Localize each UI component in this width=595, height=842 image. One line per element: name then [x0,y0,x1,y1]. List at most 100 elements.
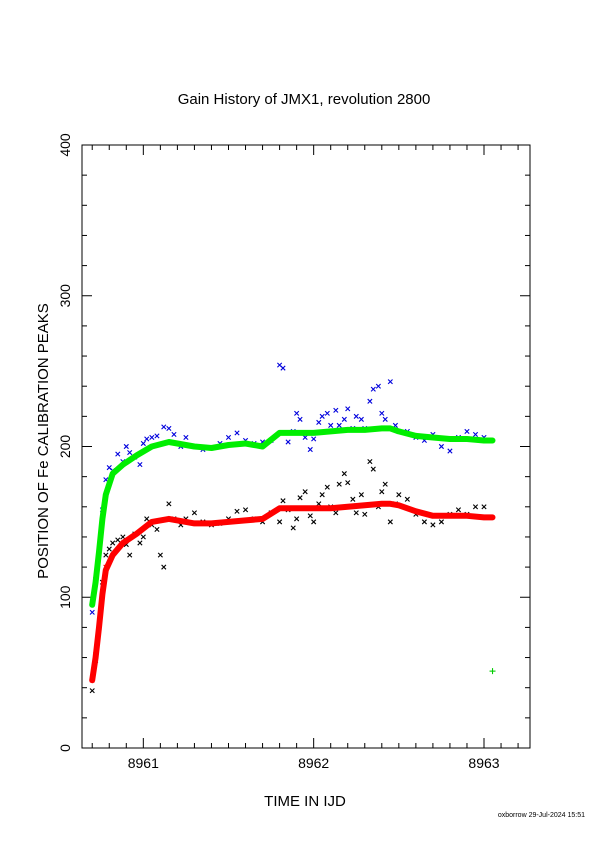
series-3-point [140,534,146,540]
x-marker-b [353,510,359,516]
series-2-point [154,433,160,439]
y-tick-label: 300 [57,284,73,308]
x-tick-label: 8963 [468,755,499,771]
x-marker-b [358,492,364,498]
series-2-point [144,436,150,442]
series-3-point [137,540,143,546]
series-2-point [285,439,291,445]
x-marker-b [171,431,177,438]
x-marker-b [99,588,106,594]
series-2-point [280,365,286,371]
series-2-point [316,419,322,425]
x-marker-b [472,504,479,510]
series-3-point [336,481,342,487]
x-marker-b [242,507,249,513]
series-0-line [89,425,496,608]
x-tick-label: 8962 [298,755,329,771]
x-marker-b [89,609,95,615]
series-3-point [311,519,317,525]
y-tick-label: 0 [57,744,73,752]
x-marker-b [115,537,121,543]
x-marker-b [324,484,330,490]
series-4-point [89,677,95,683]
axis-ticks [82,144,530,749]
series-2-point [123,443,129,450]
x-marker-b [316,419,322,425]
series-2-point [140,440,146,447]
x-marker-b [421,519,427,525]
x-marker-b [110,540,116,546]
series-2-point [336,422,342,428]
x-marker-b [302,489,308,495]
series-3-point [370,466,376,472]
series-3-point [367,458,373,465]
x-marker-b [277,362,283,368]
series-2-point [302,434,308,441]
series-2-point [225,434,232,441]
series-3-point [396,492,402,498]
x-marker-b [379,489,385,495]
series-3-point [358,492,364,498]
tick-labels: 0 100 200 300 400 8961 8962 8963 [57,133,500,771]
x-marker-b [123,443,129,450]
series-2-point [137,462,143,468]
series-3-point [481,504,487,510]
x-marker-b [396,492,402,498]
series-4-point [103,564,109,570]
series-3-point [89,688,95,694]
x-marker-b [367,398,373,404]
x-marker-b [382,416,388,422]
x-marker-b [234,430,240,436]
series-3-point [379,489,385,495]
x-marker-b [294,516,300,522]
series-3-point [297,495,303,501]
x-marker-b [350,496,356,502]
series-2-point [294,410,300,416]
series-2-point [324,410,330,416]
x-marker-b [103,552,109,558]
x-marker-b [307,513,313,519]
x-marker-b [375,383,381,389]
x-marker-b [404,496,410,502]
x-marker-b [447,448,453,454]
x-marker-b [358,416,364,422]
series-3-point [120,534,126,540]
series-4-point [93,651,99,658]
x-marker-b [106,546,112,552]
x-marker-b [297,416,303,422]
x-marker-b [333,510,339,516]
x-marker-b [166,501,172,507]
x-marker-b [311,436,317,442]
x-marker-b [328,422,334,428]
series-2-point [161,424,167,430]
series-2-point [115,451,121,457]
series-3-point [103,552,109,558]
x-marker-b [341,471,347,477]
x-marker-b [336,422,342,428]
x-marker-b [294,410,300,416]
series-3-point [280,498,286,504]
x-marker-b [345,406,351,412]
series-3-point [382,481,388,487]
x-marker-b [103,477,109,483]
series-2-point [341,416,347,422]
series-2-point [307,446,313,453]
x-marker-b [161,424,167,430]
x-marker-b [341,416,347,422]
series-2-point [464,428,470,435]
series-2-point [311,436,317,442]
series-2-point [387,379,393,385]
x-marker-b [387,379,393,385]
x-marker-b [144,516,150,522]
series-3-point [154,526,160,533]
chart-title: Gain History of JMX1, revolution 2800 [178,91,431,108]
series-2-point [472,431,479,438]
x-marker-b [302,434,308,441]
x-marker-b [382,481,388,487]
series-2-point [328,422,334,428]
series-3-point [438,519,445,525]
x-marker-b [370,466,376,472]
series-3-point [345,480,351,486]
x-marker-b [103,564,109,570]
